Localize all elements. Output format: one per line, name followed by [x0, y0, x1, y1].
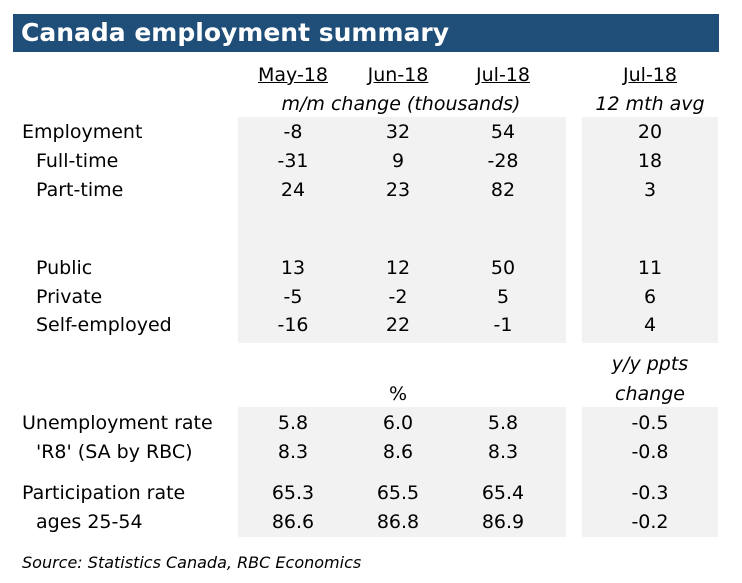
row-label: Part-time: [36, 179, 124, 201]
cell-jun: 12: [385, 257, 411, 279]
source-note: Source: Statistics Canada, RBC Economics: [22, 553, 362, 572]
cell-jun: -2: [388, 286, 408, 308]
table-title: Canada employment summary: [21, 18, 450, 47]
cell-jun: 32: [385, 121, 411, 143]
cell-jul: 50: [490, 257, 516, 279]
cell-jul: 82: [490, 179, 516, 201]
row-label: Private: [36, 286, 103, 308]
percent-label: %: [388, 383, 408, 405]
cell-yy: -0.5: [631, 412, 669, 434]
cell-jul: 54: [490, 121, 516, 143]
cell-may: 5.8: [277, 412, 309, 434]
cell-avg: 3: [643, 179, 657, 201]
cell-may: -16: [277, 314, 309, 336]
cell-may: -31: [277, 150, 309, 172]
row-label: Participation rate: [22, 482, 186, 504]
shade-mm-rates: [238, 407, 566, 537]
row-label: Employment: [22, 121, 143, 143]
row-label: Unemployment rate: [22, 412, 213, 434]
cell-jun: 8.6: [382, 441, 414, 463]
cell-jun: 86.8: [376, 511, 420, 533]
cell-jul: -28: [487, 150, 519, 172]
cell-yy: -0.8: [631, 441, 669, 463]
cell-may: 86.6: [271, 511, 315, 533]
avg-label: 12 mth avg: [595, 93, 705, 115]
cell-yy: -0.2: [631, 511, 669, 533]
cell-avg: 6: [643, 286, 657, 308]
row-label: Self-employed: [36, 314, 172, 336]
row-label: 'R8' (SA by RBC): [36, 441, 193, 463]
cell-jul: 65.4: [481, 482, 525, 504]
mm-change-label: m/m change (thousands): [281, 93, 521, 115]
cell-may: 8.3: [277, 441, 309, 463]
row-label: Public: [36, 257, 93, 279]
cell-jul: 8.3: [487, 441, 519, 463]
header-jun: Jun-18: [367, 64, 429, 86]
shade-avg-employment: [582, 117, 718, 343]
cell-may: 65.3: [271, 482, 315, 504]
cell-jul: 86.9: [481, 511, 525, 533]
cell-jun: 65.5: [376, 482, 420, 504]
cell-may: -8: [283, 121, 303, 143]
shade-mm-employment: [238, 117, 566, 343]
cell-jul: 5.8: [487, 412, 519, 434]
cell-yy: -0.3: [631, 482, 669, 504]
yy-ppts-label: y/y ppts: [611, 353, 689, 375]
cell-avg: 11: [637, 257, 663, 279]
row-label: ages 25-54: [36, 511, 143, 533]
yy-change-label: change: [615, 383, 685, 405]
cell-jun: 9: [391, 150, 405, 172]
cell-may: 24: [280, 179, 306, 201]
cell-may: -5: [283, 286, 303, 308]
cell-jun: 23: [385, 179, 411, 201]
shade-avg-rates: [582, 407, 718, 537]
cell-jul: 5: [496, 286, 510, 308]
header-avg-month: Jul-18: [623, 64, 677, 86]
header-jul: Jul-18: [476, 64, 530, 86]
header-may: May-18: [258, 64, 328, 86]
title-bar: Canada employment summary: [13, 14, 719, 52]
cell-jun: 6.0: [382, 412, 414, 434]
cell-avg: 4: [643, 314, 657, 336]
cell-jun: 22: [385, 314, 411, 336]
row-label: Full-time: [36, 150, 119, 172]
cell-avg: 20: [637, 121, 663, 143]
cell-jul: -1: [493, 314, 513, 336]
cell-avg: 18: [637, 150, 663, 172]
cell-may: 13: [280, 257, 306, 279]
